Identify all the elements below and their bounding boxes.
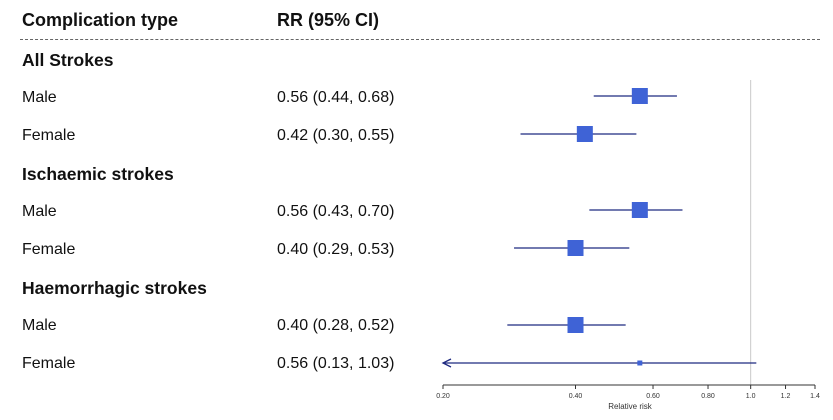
x-tick-label: 1.0: [746, 393, 756, 400]
x-tick-label: 1.4: [810, 393, 820, 400]
row-label-haem-female: Female: [22, 355, 76, 372]
row-label-isch-female: Female: [22, 241, 76, 258]
row-rr-haem-female: 0.56 (0.13, 1.03): [277, 355, 395, 372]
point-estimate-marker: [631, 88, 648, 104]
group-title-ischaemic: Ischaemic strokes: [22, 164, 174, 184]
ci-truncation-arrow: [441, 358, 452, 368]
row-label-all-male: Male: [22, 89, 57, 106]
group-title-haemorrhagic: Haemorrhagic strokes: [22, 278, 207, 298]
group-title-all-strokes: All Strokes: [22, 50, 114, 70]
x-tick-label: 0.40: [569, 393, 583, 400]
row-rr-haem-male: 0.40 (0.28, 0.52): [277, 317, 395, 334]
x-tick-label: 0.80: [701, 393, 715, 400]
point-estimate-marker: [576, 126, 593, 142]
column-header-complication-type: Complication type: [22, 10, 179, 30]
point-estimate-marker: [567, 240, 584, 256]
row-rr-all-male: 0.56 (0.44, 0.68): [277, 89, 395, 106]
row-label-haem-male: Male: [22, 317, 57, 334]
header-divider: [20, 39, 820, 40]
x-tick-label: 1.2: [781, 393, 791, 400]
point-estimate-marker: [637, 360, 643, 366]
row-rr-isch-female: 0.40 (0.29, 0.53): [277, 241, 395, 258]
row-rr-all-female: 0.42 (0.30, 0.55): [277, 127, 395, 144]
row-label-isch-male: Male: [22, 203, 57, 220]
x-tick-label: 0.60: [646, 393, 660, 400]
point-estimate-marker: [567, 317, 584, 333]
x-tick-label: 0.20: [436, 393, 450, 400]
row-label-all-female: Female: [22, 127, 76, 144]
row-rr-isch-male: 0.56 (0.43, 0.70): [277, 203, 395, 220]
x-axis-label: Relative risk: [608, 402, 653, 411]
point-estimate-marker: [631, 202, 648, 218]
column-header-rr-ci: RR (95% CI): [277, 10, 380, 30]
